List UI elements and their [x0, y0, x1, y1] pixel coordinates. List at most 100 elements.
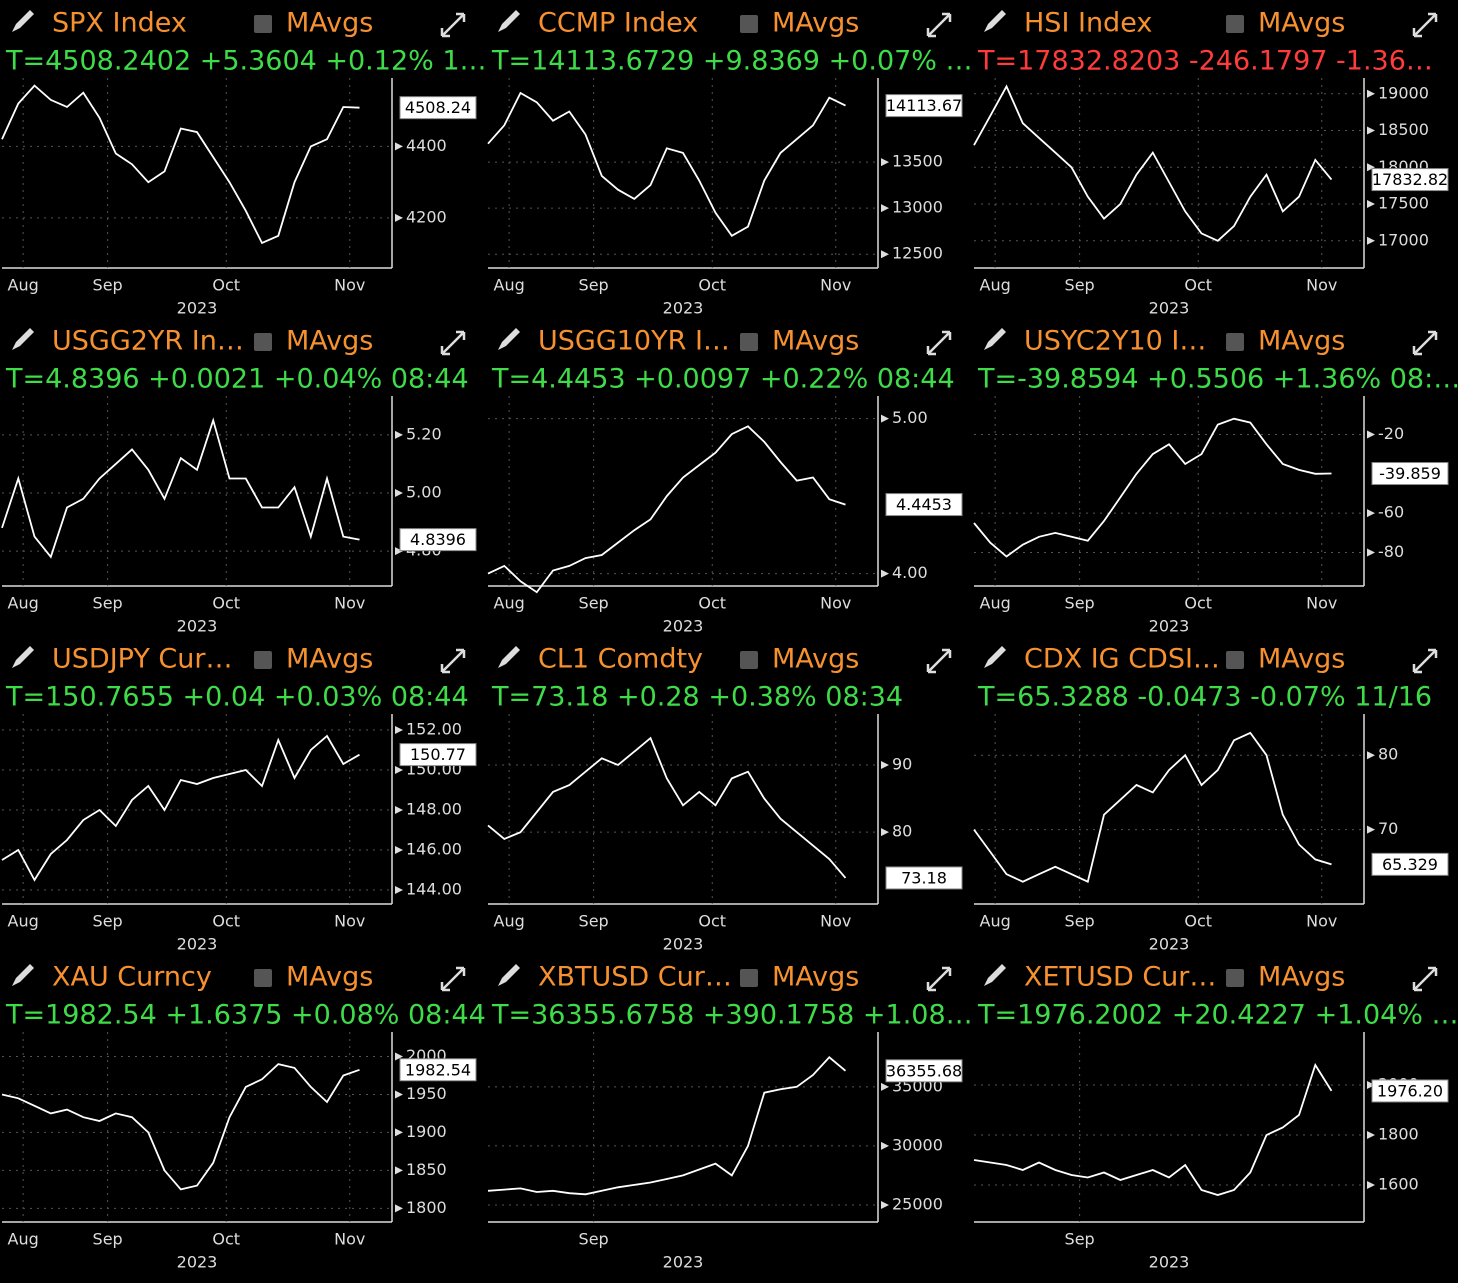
legend-box[interactable] — [254, 15, 272, 33]
x-tick-label: Sep — [1065, 594, 1095, 613]
expand-icon[interactable] — [926, 966, 952, 992]
x-axis-label: 2023 — [177, 617, 218, 636]
edit-icon[interactable] — [12, 328, 34, 350]
y-tick-label: 13500 — [892, 152, 943, 171]
y-tick-label: 152.00 — [406, 720, 462, 739]
edit-icon[interactable] — [12, 10, 34, 32]
x-tick-label: Oct — [698, 912, 726, 931]
legend-box[interactable] — [1226, 969, 1244, 987]
y-tick-label: 1800 — [406, 1198, 447, 1217]
last-value-label: 4508.24 — [405, 98, 471, 117]
y-tick-label: 12500 — [892, 244, 943, 263]
legend-box[interactable] — [1226, 333, 1244, 351]
edit-icon[interactable] — [984, 964, 1006, 986]
legend-label: MAvgs — [286, 326, 373, 357]
expand-icon[interactable] — [440, 648, 466, 674]
edit-icon[interactable] — [12, 646, 34, 668]
chart-title: USGG2YR In… — [52, 326, 244, 357]
y-tick — [395, 766, 403, 774]
last-value-box — [885, 94, 963, 118]
x-tick-label: Nov — [1306, 594, 1337, 613]
edit-icon[interactable] — [984, 328, 1006, 350]
expand-icon[interactable] — [440, 966, 466, 992]
last-value-label: 65.329 — [1382, 855, 1438, 874]
quote-line: T=36355.6758 +390.1758 +1.08… — [491, 1000, 973, 1031]
x-tick-label: Sep — [93, 276, 123, 295]
x-tick-label: Sep — [93, 1230, 123, 1249]
y-tick — [395, 1128, 403, 1137]
y-tick — [1367, 430, 1375, 439]
expand-icon[interactable] — [1412, 966, 1438, 992]
y-tick-label: 4200 — [406, 207, 447, 226]
legend-label: MAvgs — [1258, 644, 1345, 675]
legend-label: MAvgs — [286, 8, 373, 39]
chart-title: CL1 Comdty — [538, 644, 703, 675]
edit-icon[interactable] — [12, 964, 34, 986]
edit-icon[interactable] — [498, 328, 520, 350]
chart-title: USDJPY Cur… — [52, 644, 232, 675]
edit-icon[interactable] — [984, 646, 1006, 668]
edit-icon[interactable] — [498, 10, 520, 32]
legend-box[interactable] — [740, 15, 758, 33]
y-tick — [395, 489, 403, 497]
legend-box[interactable] — [1226, 15, 1244, 33]
expand-icon[interactable] — [1412, 648, 1438, 674]
expand-icon[interactable] — [440, 12, 466, 38]
price-line — [1, 1063, 360, 1191]
y-tick — [395, 1090, 403, 1099]
chart-title: XAU Curncy — [52, 962, 212, 993]
expand-icon[interactable] — [440, 330, 466, 356]
legend-label: MAvgs — [772, 962, 859, 993]
last-value-label: 1976.20 — [1377, 1081, 1443, 1100]
edit-icon[interactable] — [498, 646, 520, 668]
price-line — [973, 731, 1332, 883]
legend-box[interactable] — [740, 333, 758, 351]
y-tick-label: -60 — [1378, 503, 1404, 522]
y-tick — [395, 547, 403, 556]
x-axis-label: 2023 — [663, 935, 704, 954]
legend-box[interactable] — [1226, 651, 1244, 669]
x-tick-label: Oct — [212, 1230, 240, 1249]
x-tick-label: Nov — [334, 912, 365, 931]
x-axis-label: 2023 — [1149, 299, 1190, 318]
expand-icon[interactable] — [926, 12, 952, 38]
x-tick-label: Sep — [579, 912, 609, 931]
chart-panel: XETUSD Cur… MAvgs T=1976.2002 +20.4227 +1.… — [973, 962, 1458, 1272]
last-value-box — [399, 528, 477, 552]
quote-line: T=17832.8203 -246.1797 -1.36… — [977, 46, 1433, 77]
legend-box[interactable] — [740, 651, 758, 669]
price-line — [487, 91, 846, 237]
y-tick-label: 90 — [892, 755, 912, 774]
legend-box[interactable] — [254, 969, 272, 987]
y-tick — [1367, 236, 1375, 245]
x-tick-label: Nov — [334, 1230, 365, 1249]
legend-box[interactable] — [740, 969, 758, 987]
chart-panel: USGG2YR In… MAvgs T=4.8396 +0.0021 +0.04% … — [1, 326, 477, 636]
quote-line: T=4508.2402 +5.3604 +0.12% 1… — [5, 46, 487, 77]
chart-title: USYC2Y10 I… — [1024, 326, 1206, 357]
x-tick-label: Oct — [212, 912, 240, 931]
y-tick — [395, 1204, 403, 1213]
expand-icon[interactable] — [926, 330, 952, 356]
expand-icon[interactable] — [1412, 12, 1438, 38]
edit-icon[interactable] — [984, 10, 1006, 32]
legend-box[interactable] — [254, 651, 272, 669]
chart-title: USGG10YR I… — [538, 326, 730, 357]
chart-panel: XAU Curncy MAvgs T=1982.54 +1.6375 +0.08% … — [1, 962, 486, 1272]
expand-icon[interactable] — [926, 648, 952, 674]
y-tick — [1367, 825, 1375, 834]
y-tick-label: 5.20 — [406, 424, 442, 443]
y-tick-label: 1850 — [406, 1160, 447, 1179]
price-line — [973, 417, 1332, 558]
x-tick-label: Sep — [579, 1230, 609, 1249]
x-tick-label: Aug — [980, 912, 1011, 931]
last-value-box — [1371, 168, 1449, 192]
y-tick-label: 1600 — [1378, 1175, 1419, 1194]
y-tick — [1367, 126, 1375, 135]
x-tick-label: Sep — [1065, 1230, 1095, 1249]
legend-box[interactable] — [254, 333, 272, 351]
last-value-box — [885, 1059, 963, 1083]
expand-icon[interactable] — [1412, 330, 1438, 356]
x-tick-label: Sep — [1065, 276, 1095, 295]
edit-icon[interactable] — [498, 964, 520, 986]
